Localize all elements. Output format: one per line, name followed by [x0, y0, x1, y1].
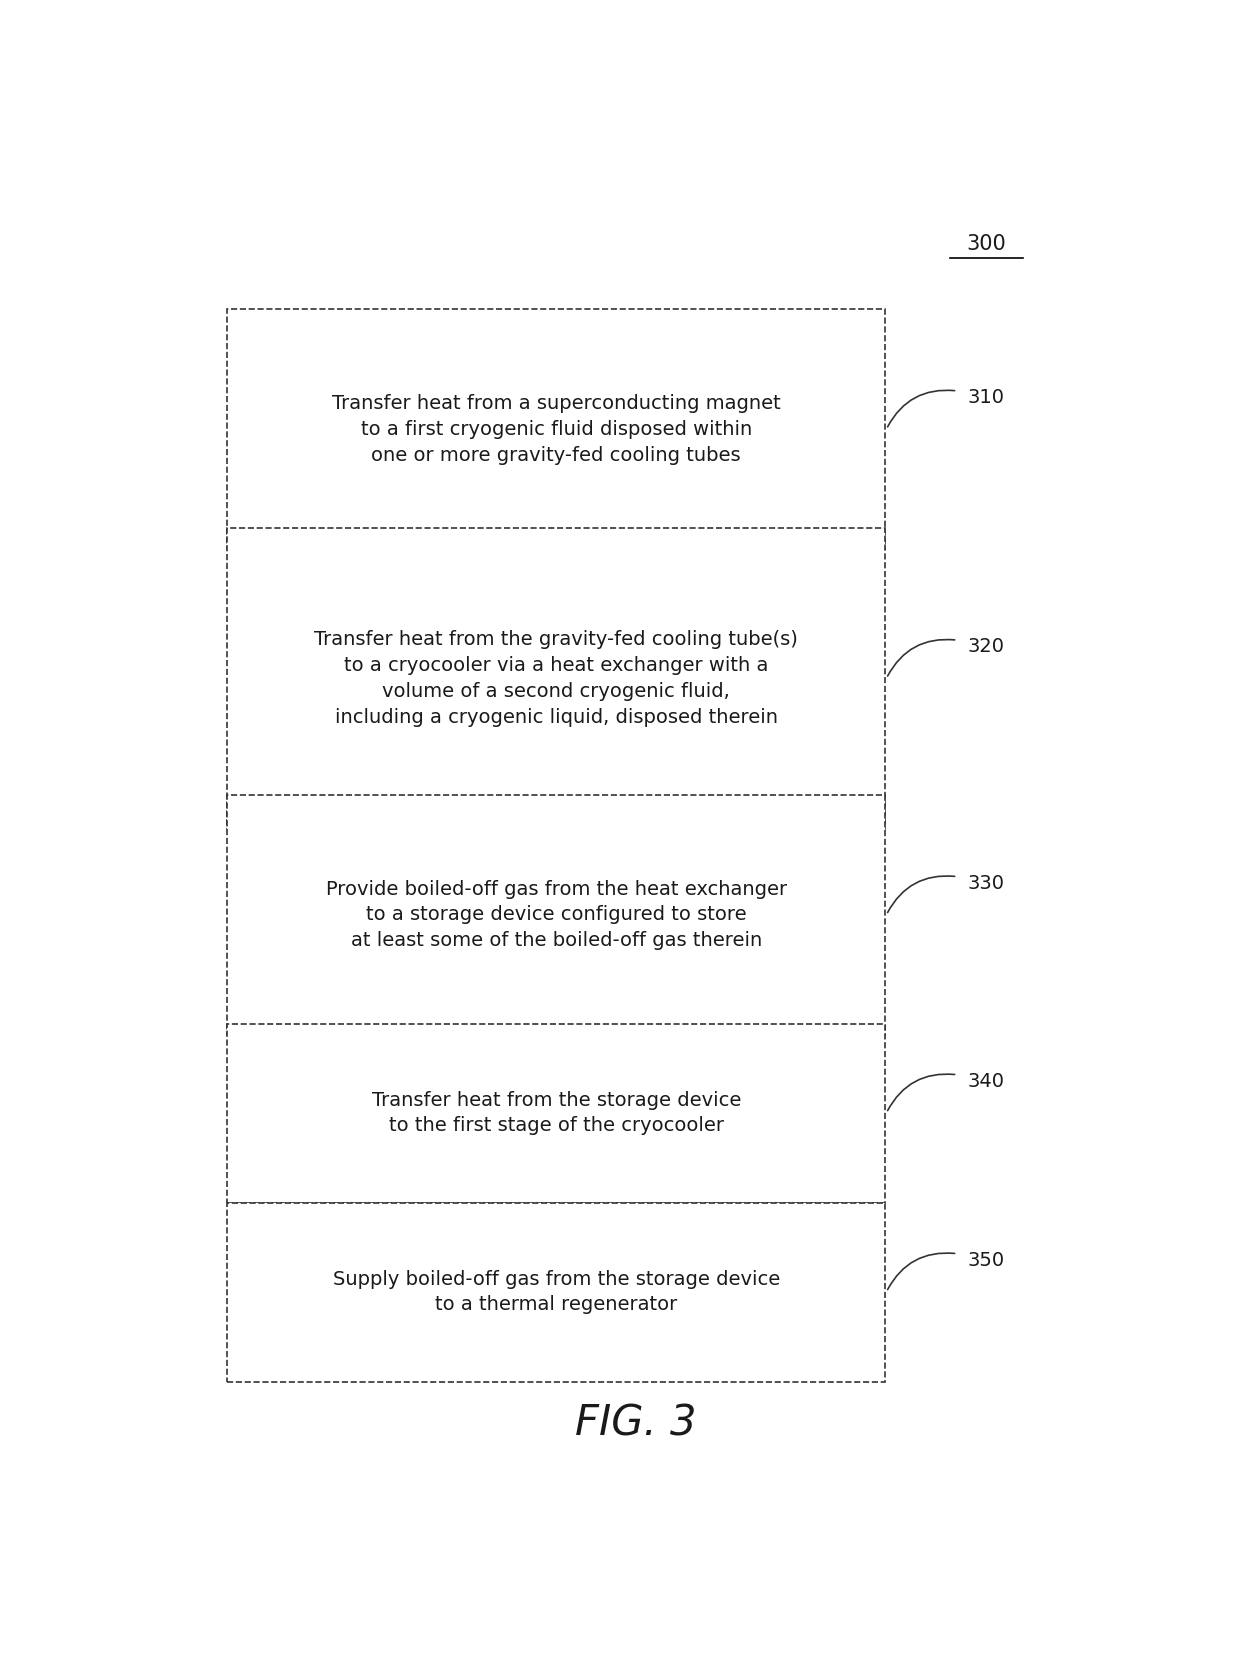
- Bar: [227, 1024, 885, 1202]
- Bar: [227, 795, 885, 1036]
- Bar: [227, 1202, 885, 1381]
- Bar: [227, 309, 885, 549]
- Text: 350: 350: [967, 1250, 1004, 1270]
- Text: Transfer heat from the gravity-fed cooling tube(s)
to a cryocooler via a heat ex: Transfer heat from the gravity-fed cooli…: [314, 631, 799, 727]
- Text: 300: 300: [966, 234, 1006, 254]
- Text: FIG. 3: FIG. 3: [575, 1403, 696, 1444]
- Text: Supply boiled-off gas from the storage device
to a thermal regenerator: Supply boiled-off gas from the storage d…: [332, 1270, 780, 1315]
- Bar: [227, 528, 885, 830]
- Text: 320: 320: [967, 637, 1004, 656]
- Text: 310: 310: [967, 388, 1004, 407]
- Text: 330: 330: [967, 873, 1004, 893]
- Text: Transfer heat from the storage device
to the first stage of the cryocooler: Transfer heat from the storage device to…: [372, 1091, 742, 1135]
- Text: 340: 340: [967, 1072, 1004, 1091]
- Text: Provide boiled-off gas from the heat exchanger
to a storage device configured to: Provide boiled-off gas from the heat exc…: [326, 880, 786, 950]
- Text: Transfer heat from a superconducting magnet
to a first cryogenic fluid disposed : Transfer heat from a superconducting mag…: [332, 393, 781, 465]
